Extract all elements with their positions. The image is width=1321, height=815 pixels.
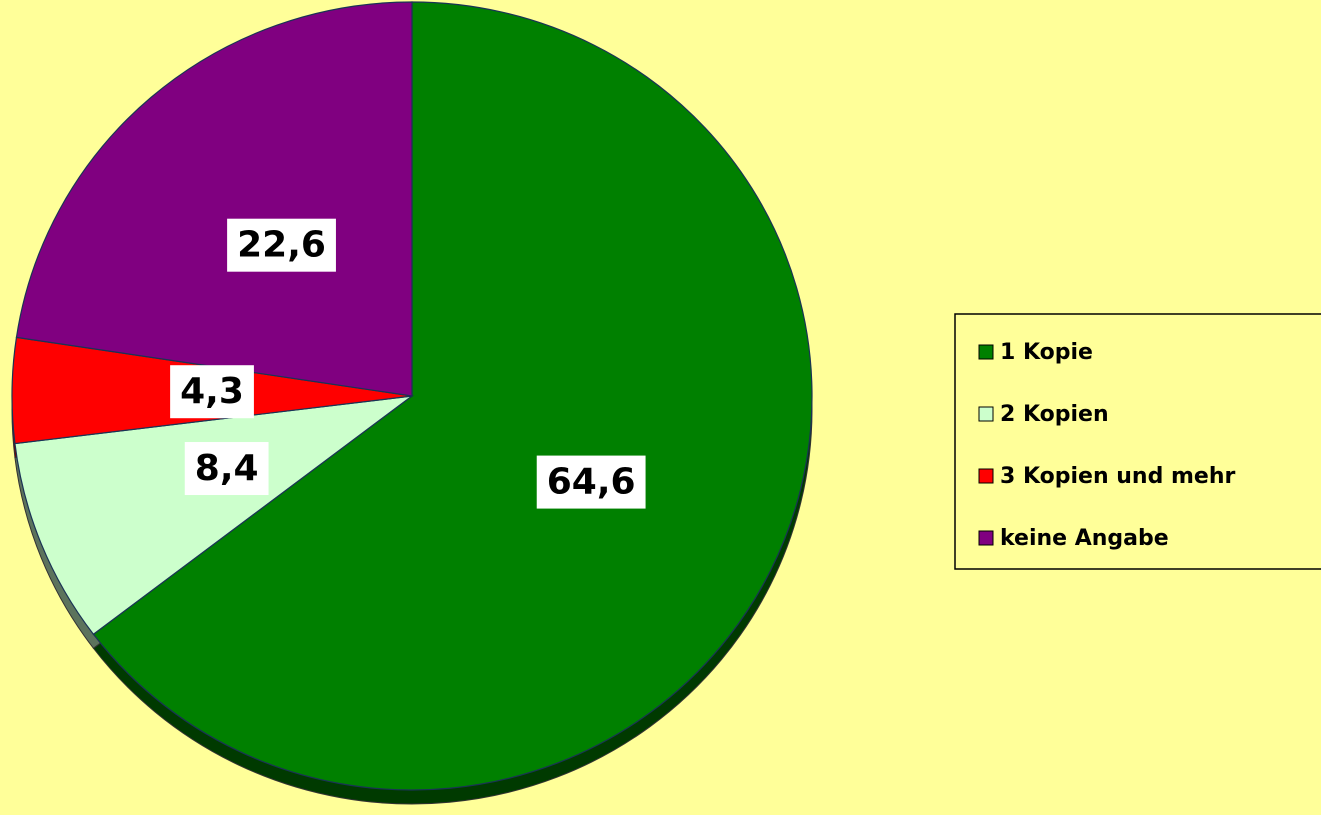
value-label-box <box>184 442 269 496</box>
slice <box>15 1 413 397</box>
value-label-box <box>536 455 646 509</box>
value-label: 64,6 <box>547 462 636 503</box>
legend-label: 2 Kopien <box>1000 402 1109 427</box>
legend-label: keine Angabe <box>1000 526 1169 551</box>
value-label: 4,3 <box>180 371 244 412</box>
legend-swatch <box>978 530 994 546</box>
slice <box>14 395 415 636</box>
legend-swatch <box>978 344 994 360</box>
value-label-box <box>170 365 254 419</box>
legend-label: 1 Kopie <box>1000 340 1093 365</box>
legend-label: 3 Kopien und mehr <box>1000 464 1236 489</box>
slice <box>92 1 813 791</box>
value-label: 22,6 <box>237 225 326 266</box>
value-label: 8,4 <box>195 448 259 489</box>
legend-swatch <box>978 406 994 422</box>
legend-swatch <box>978 468 994 484</box>
legend-box <box>954 313 1321 570</box>
value-label-box <box>227 218 336 272</box>
